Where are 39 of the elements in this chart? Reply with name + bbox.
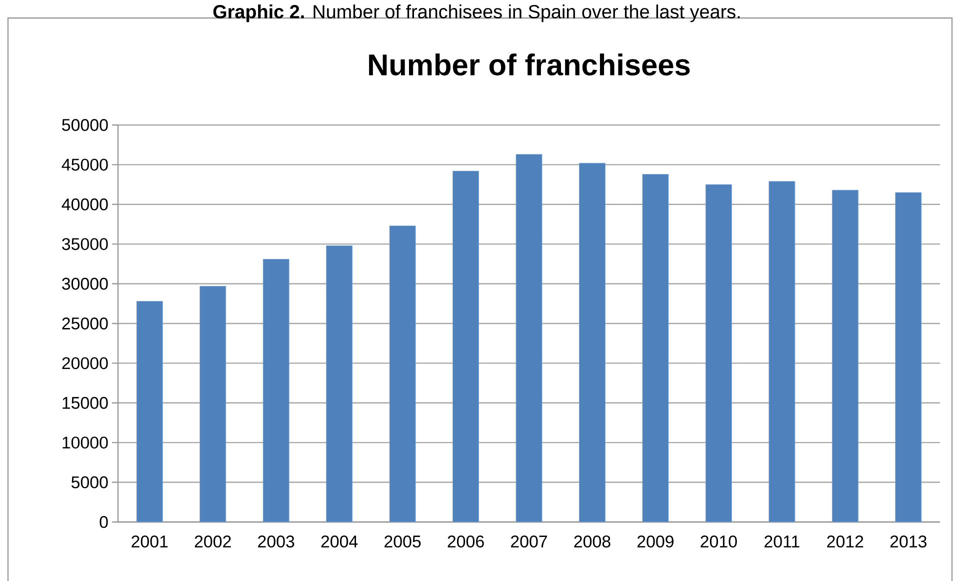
bar [262, 258, 290, 522]
bar [516, 154, 542, 522]
x-tick-label: 2003 [258, 536, 294, 548]
y-tick-label: 25000 [62, 317, 108, 330]
y-tick-label: 40000 [62, 198, 108, 210]
x-tick-label: 2001 [132, 536, 168, 548]
x-tick-label: 2012 [827, 536, 864, 548]
x-tick-label: 2010 [700, 536, 737, 548]
bar [452, 170, 479, 522]
bar [768, 181, 796, 522]
y-tick-label: 30000 [62, 278, 108, 290]
y-tick-label: 10000 [62, 436, 108, 449]
x-tick-label: 2013 [890, 536, 926, 548]
y-tick-label: 35000 [62, 238, 108, 250]
y-tick-label: 45000 [62, 158, 108, 171]
bar [642, 174, 669, 522]
x-tick-label: 2005 [384, 536, 421, 548]
bar [326, 245, 353, 522]
x-tick-label: 2008 [574, 536, 610, 548]
bar [832, 190, 858, 522]
x-tick-label: 2004 [321, 536, 358, 548]
bar [389, 226, 416, 522]
x-tick-label: 2002 [194, 536, 231, 548]
y-tick-label: 5000 [71, 476, 108, 488]
y-tick-label: 0 [100, 516, 108, 528]
bar [895, 192, 922, 522]
text: Graphic 2. Number of franchisees in Spain over the last years. [213, 4, 740, 22]
bar [136, 301, 163, 522]
y-tick-label: 15000 [62, 396, 108, 409]
x-tick-label: 2009 [637, 536, 674, 548]
y-tick-label: 20000 [62, 357, 108, 370]
x-tick-label: 2006 [448, 536, 484, 548]
bar [200, 286, 226, 522]
y-tick-label: 50000 [62, 118, 108, 131]
bar [579, 162, 606, 522]
x-tick-label: 2011 [764, 536, 800, 548]
bar [706, 184, 732, 522]
x-tick-label: 2007 [511, 536, 547, 548]
chart-title: Number of franchisees [369, 54, 690, 76]
